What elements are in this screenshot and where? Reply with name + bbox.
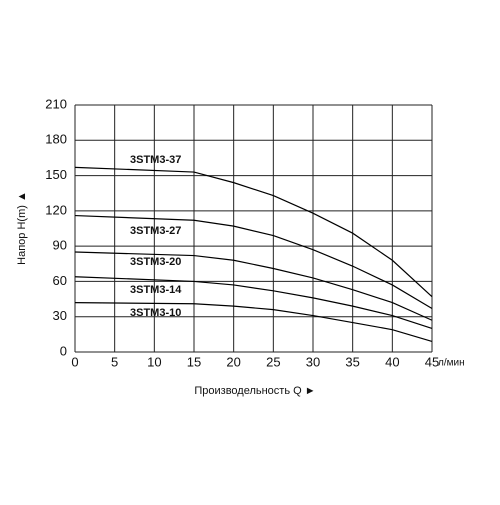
y-tick-label: 180: [45, 132, 67, 147]
x-tick-label: 15: [187, 354, 201, 369]
y-tick-label: 90: [53, 238, 67, 253]
y-axis-label: Напор H(m) ▲: [16, 191, 28, 265]
x-tick-label: 20: [226, 354, 240, 369]
curve-label: 3STM3-20: [130, 256, 181, 268]
curve-label: 3STM3-14: [130, 284, 182, 296]
y-tick-label: 0: [60, 343, 67, 358]
curve: [74, 214, 433, 309]
curve-label: 3STM3-10: [130, 307, 181, 319]
curve-label: 3STM3-37: [130, 154, 181, 166]
x-tick-label: 30: [306, 354, 320, 369]
x-tick-label: 0: [71, 354, 78, 369]
x-tick-label: 45: [425, 354, 439, 369]
x-tick-label: 10: [147, 354, 161, 369]
x-unit: л/мин: [438, 358, 465, 369]
curve: [74, 302, 433, 342]
y-tick-label: 210: [45, 96, 67, 111]
curve-label: 3STM3-27: [130, 225, 181, 237]
y-tick-label: 120: [45, 202, 67, 217]
x-tick-label: 40: [385, 354, 399, 369]
x-tick-label: 5: [111, 354, 118, 369]
curve: [74, 166, 433, 298]
x-tick-label: 25: [266, 354, 280, 369]
y-tick-label: 30: [53, 308, 67, 323]
curve: [74, 251, 433, 321]
x-tick-label: 35: [345, 354, 359, 369]
y-tick-label: 150: [45, 167, 67, 182]
curve: [74, 276, 433, 330]
x-axis-label: Производельность Q ►: [194, 385, 315, 397]
y-tick-label: 60: [53, 273, 67, 288]
